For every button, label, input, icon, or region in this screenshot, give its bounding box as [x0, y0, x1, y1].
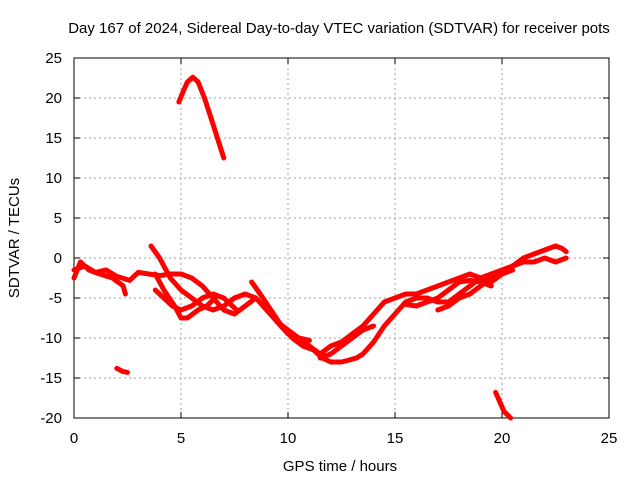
x-tick-label: 25	[601, 430, 618, 447]
x-axis-label: GPS time / hours	[283, 458, 397, 475]
plot-frame	[73, 57, 610, 419]
series-line-arc-i	[403, 277, 494, 309]
series-line-arc-high	[176, 74, 227, 161]
series-line-arc-j	[435, 267, 516, 313]
y-tick-label: 10	[45, 170, 62, 187]
y-tick-label: 20	[45, 90, 62, 107]
data-series	[71, 74, 569, 421]
chart-title: Day 167 of 2024, Sidereal Day-to-day VTE…	[68, 20, 610, 37]
series-line-arc-d	[152, 271, 218, 321]
x-tick-label: 10	[280, 430, 297, 447]
x-tick-label: 0	[70, 430, 78, 447]
y-tick-label: -15	[40, 370, 62, 387]
x-tick-label: 5	[177, 430, 185, 447]
y-tick-label: 15	[45, 130, 62, 147]
series-line-arc-b	[71, 263, 259, 317]
x-tick-label: 15	[387, 430, 404, 447]
series-line-arc-a	[71, 259, 128, 297]
y-tick-label: -20	[40, 410, 62, 427]
x-tick-label: 20	[494, 430, 511, 447]
series-line-arc-h	[317, 323, 377, 361]
y-tick-label: -5	[49, 290, 62, 307]
y-tick-label: -10	[40, 330, 62, 347]
series-line-arc-e	[152, 287, 240, 313]
y-tick-label: 5	[54, 210, 62, 227]
series-line-arc-short-low	[114, 365, 130, 375]
axis-ticks	[73, 57, 610, 419]
series-line-arc-f	[249, 255, 569, 365]
y-tick-label: 0	[54, 250, 62, 267]
y-axis-label: SDTVAR / TECUs	[6, 178, 23, 298]
series-line-arc-g	[274, 243, 569, 357]
axis-tick-labels: 0 5 10 15 20 25 -20 -15 -10 -5 0 5 10 15 20 25	[40, 50, 617, 447]
y-tick-label: 25	[45, 50, 62, 67]
series-line-arc-end-low	[493, 389, 514, 421]
